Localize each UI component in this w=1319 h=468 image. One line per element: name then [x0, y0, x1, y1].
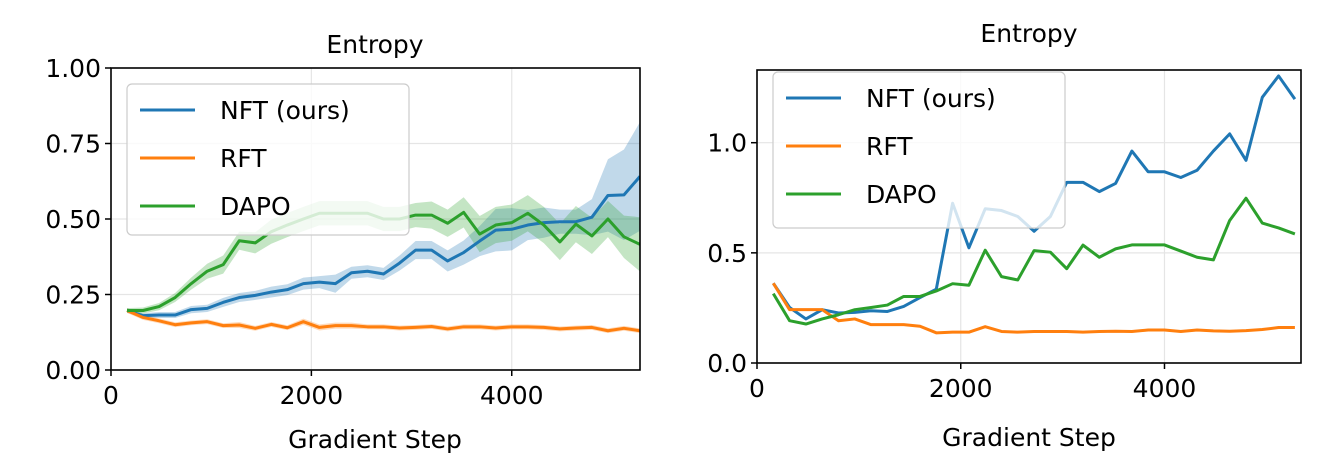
series-line-rft: [126, 309, 640, 333]
legend-label: RFT: [220, 144, 267, 173]
x-tick-label: 2000: [280, 381, 344, 410]
x-tick-label: 0: [749, 374, 765, 403]
left-entropy-plot: Entropy Gradient Step 0 2000 4000 0.00 0.25 0…: [45, 30, 641, 454]
right-plot-title: Entropy: [980, 19, 1077, 48]
x-tick-label: 4000: [1133, 374, 1197, 403]
x-tick-label: 0: [103, 381, 119, 410]
legend: NFT (ours) RFT DAPO: [772, 71, 1066, 229]
y-tick-label: 0.50: [45, 205, 101, 234]
left-plot-title: Entropy: [326, 30, 423, 59]
right-entropy-plot: Entropy Gradient Step 0 2000 4000 0.0 0.5 1.0…: [707, 19, 1302, 452]
left-x-axis-label: Gradient Step: [288, 425, 462, 454]
series-line-dapo: [772, 196, 1296, 326]
y-tick-label: 0.25: [45, 281, 101, 310]
legend-label: RFT: [866, 132, 913, 161]
legend-box: [126, 83, 410, 236]
axes-frame: [110, 67, 641, 371]
y-tick-label: 0.5: [707, 239, 747, 268]
legend-label: NFT (ours): [220, 96, 350, 125]
series-line-rft: [772, 282, 1295, 335]
right-x-axis-label: Gradient Step: [942, 423, 1116, 452]
legend-label: DAPO: [866, 180, 937, 209]
x-tick-label: 4000: [480, 381, 544, 410]
y-tick-label: 0.00: [45, 356, 101, 385]
band-dapo: [127, 195, 640, 314]
legend: NFT (ours) RFT DAPO: [126, 83, 410, 236]
series-line-nft: [772, 74, 1297, 321]
y-tick-label: 0.0: [707, 349, 747, 378]
x-tick-label: 2000: [929, 374, 993, 403]
y-tick-label: 0.75: [45, 130, 101, 159]
y-tick-label: 1.0: [707, 129, 747, 158]
legend-label: DAPO: [220, 192, 291, 221]
legend-box: [772, 71, 1066, 229]
y-tick-label: 1.00: [45, 54, 101, 83]
legend-label: NFT (ours): [866, 84, 996, 113]
series-line-nft: [126, 175, 640, 318]
plot-area: [772, 74, 1297, 335]
axes-frame: [756, 69, 1302, 364]
